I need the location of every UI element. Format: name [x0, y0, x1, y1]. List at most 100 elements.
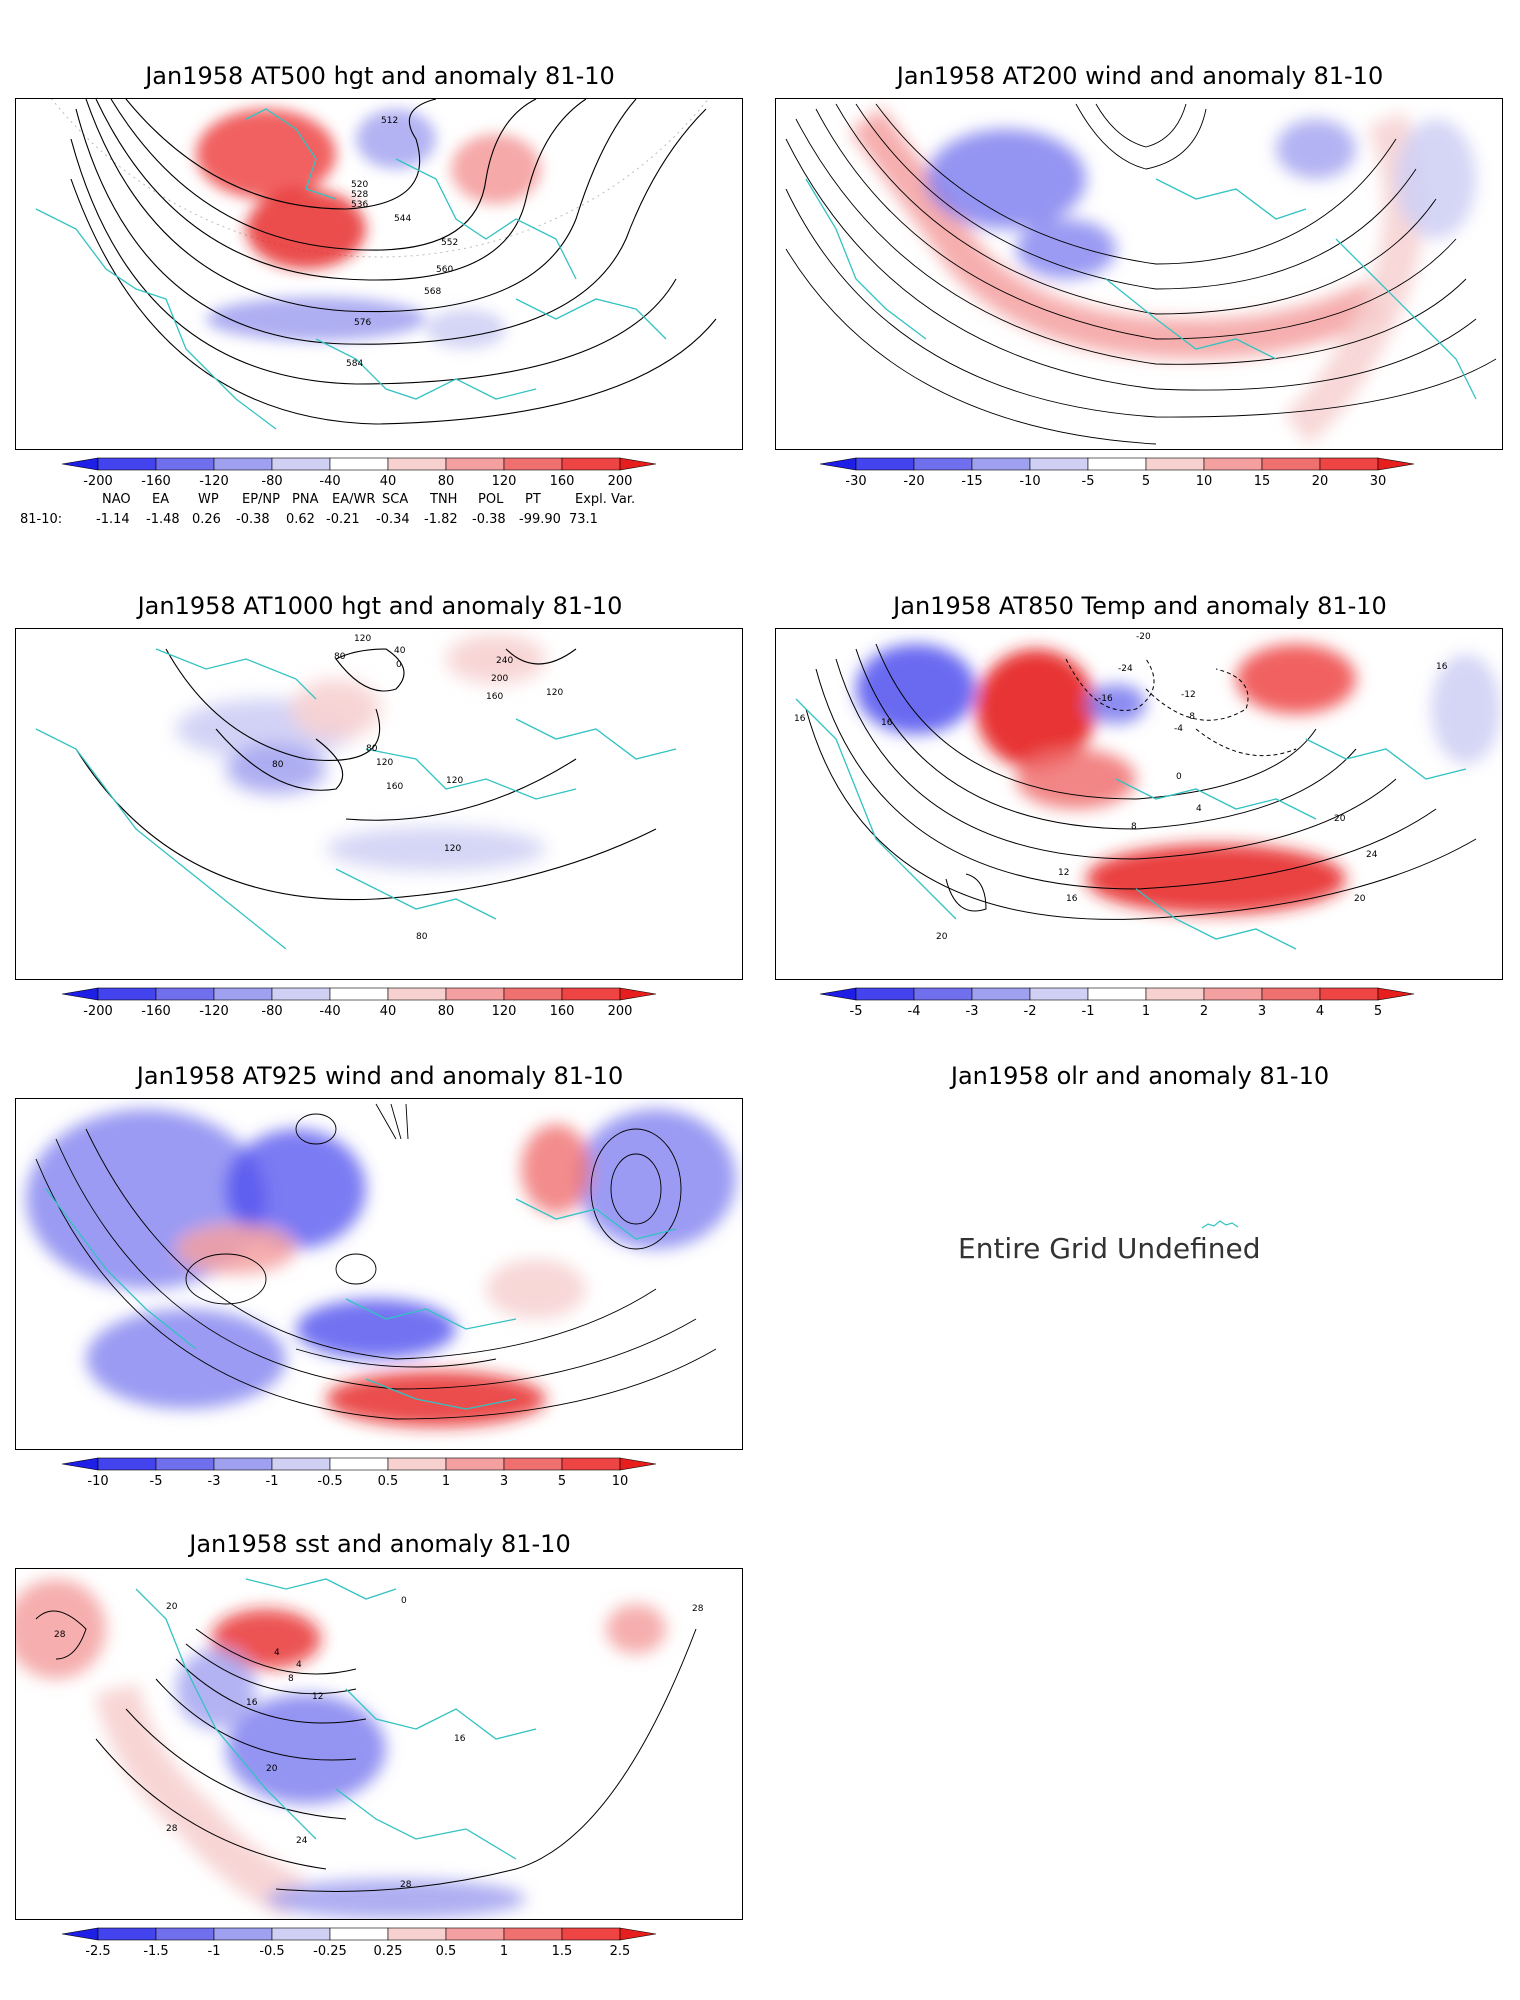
anomaly-negative — [226, 744, 326, 794]
anomaly-negative — [426, 309, 506, 349]
anomaly-positive — [291, 679, 381, 739]
colorbar-swatch — [855, 457, 915, 471]
colorbar-swatch — [445, 457, 505, 471]
colorbar-tick-label: -30 — [845, 474, 866, 489]
contour-label: -8 — [1186, 712, 1195, 722]
streamline — [35, 1158, 717, 1420]
height-contour — [75, 108, 707, 345]
contour-label: 80 — [334, 652, 346, 662]
colorbar-tick-label: -10 — [87, 1474, 108, 1489]
contour-label: 512 — [381, 116, 398, 126]
colorbar-swatch — [913, 987, 973, 1001]
temp-contour — [945, 873, 987, 912]
coastline — [35, 728, 287, 950]
colorbar-swatch — [1261, 457, 1321, 471]
contour-label: 520 — [351, 180, 368, 190]
colorbar-swatch — [213, 987, 273, 1001]
teleconnection-index-value: -99.90 — [519, 512, 561, 527]
colorbar-swatch — [503, 1457, 563, 1471]
contour-label: 20 — [166, 1602, 178, 1612]
map-panel-1000hgt: 120 80 40 0 240 200 160 120 80 120 160 1… — [15, 628, 743, 980]
contour-label: 120 — [354, 634, 371, 644]
anomaly-positive — [16, 1579, 106, 1679]
anomaly-positive — [1016, 749, 1136, 809]
colorbar-tick-label: -0.25 — [313, 1944, 347, 1959]
contour-label: -20 — [1136, 632, 1151, 642]
colorbar-tick-label: 3 — [1258, 1004, 1266, 1019]
temp-contour — [1145, 668, 1249, 721]
colorbar-swatch — [155, 987, 215, 1001]
streamline — [185, 1253, 267, 1305]
colorbar-tick-label: 0.5 — [378, 1474, 399, 1489]
contour-label: 16 — [881, 718, 893, 728]
panel-title-p850: Jan1958 AT850 Temp and anomaly 81-10 — [893, 592, 1387, 620]
colorbar-tick-label: 20 — [1312, 474, 1329, 489]
anomaly-positive — [976, 649, 1096, 769]
coastline — [515, 718, 677, 760]
contour-label: 4 — [1196, 804, 1202, 814]
colorbar-tick-label: -80 — [261, 1004, 282, 1019]
colorbar-tick-label: -2 — [1024, 1004, 1037, 1019]
contour-label: 120 — [446, 776, 463, 786]
anomaly-positive — [849, 107, 1385, 360]
contour-label: 4 — [296, 1660, 302, 1670]
colorbar-end-arrow — [1377, 987, 1415, 1001]
colorbar-tick-label: -1 — [266, 1474, 279, 1489]
coastline — [365, 748, 577, 800]
anomaly-negative — [86, 1309, 286, 1409]
streamline — [590, 1128, 682, 1250]
contour-label: -24 — [1118, 664, 1133, 674]
colorbar-tick-label: -160 — [141, 474, 171, 489]
contour-label: 20 — [936, 932, 948, 942]
anomaly-negative — [176, 1649, 256, 1729]
teleconnection-index-value: 0.62 — [286, 512, 315, 527]
colorbar-tick-label: -2.5 — [85, 1944, 110, 1959]
anomaly-positive — [521, 1124, 591, 1214]
colorbar-swatch — [329, 1927, 389, 1941]
coastline — [365, 1378, 517, 1410]
contour-label: 528 — [351, 190, 368, 200]
colorbar-end-arrow — [619, 1927, 657, 1941]
colorbar-tick-label: 1 — [500, 1944, 508, 1959]
colorbar-swatch — [503, 457, 563, 471]
colorbar-end-arrow — [819, 457, 857, 471]
contour-label: 16 — [1066, 894, 1078, 904]
coastline — [1335, 238, 1477, 400]
height-contour — [70, 178, 717, 425]
panel-title-p500: Jan1958 AT500 hgt and anomaly 81-10 — [145, 62, 615, 90]
colorbar-end-arrow — [819, 987, 857, 1001]
colorbar-tick-label: 15 — [1254, 474, 1271, 489]
anomaly-negative — [1396, 119, 1476, 239]
contour-label: -4 — [1174, 724, 1183, 734]
colorbar-tick-label: 1.5 — [552, 1944, 573, 1959]
anomaly-negative — [576, 1109, 736, 1249]
colorbar-tick-label: -200 — [83, 474, 113, 489]
colorbar-tick-label: 30 — [1370, 474, 1387, 489]
contour-label: 576 — [354, 318, 371, 328]
contour-label: 12 — [312, 1692, 323, 1702]
coastline — [1135, 888, 1297, 950]
colorbar-tick-label: -1 — [208, 1944, 221, 1959]
height-contour — [335, 648, 405, 692]
map-panel-925wind — [15, 1098, 743, 1450]
anomaly-negative — [296, 1299, 456, 1359]
colorbar-swatch — [1029, 987, 1089, 1001]
coastline — [345, 1688, 537, 1740]
contour-label: 16 — [246, 1698, 258, 1708]
contour-label: 0 — [401, 1596, 407, 1606]
panel-title-p1000: Jan1958 AT1000 hgt and anomaly 81-10 — [137, 592, 623, 620]
anomaly-negative — [356, 109, 436, 169]
colorbar-tick-label: 40 — [380, 474, 397, 489]
coastline — [245, 108, 337, 200]
colorbar-swatch — [387, 1457, 447, 1471]
colorbar-tick-label: 2 — [1200, 1004, 1208, 1019]
colorbar-tick-label: -160 — [141, 1004, 171, 1019]
colorbar-tick-label: -20 — [903, 474, 924, 489]
teleconnection-index-name: PNA — [292, 492, 319, 507]
anomaly-positive — [176, 1224, 296, 1274]
contour-label: 536 — [351, 200, 368, 210]
colorbar-tick-label: 3 — [500, 1474, 508, 1489]
temp-contour — [815, 668, 1437, 890]
height-contour — [125, 99, 437, 210]
temp-contour — [875, 643, 1317, 800]
